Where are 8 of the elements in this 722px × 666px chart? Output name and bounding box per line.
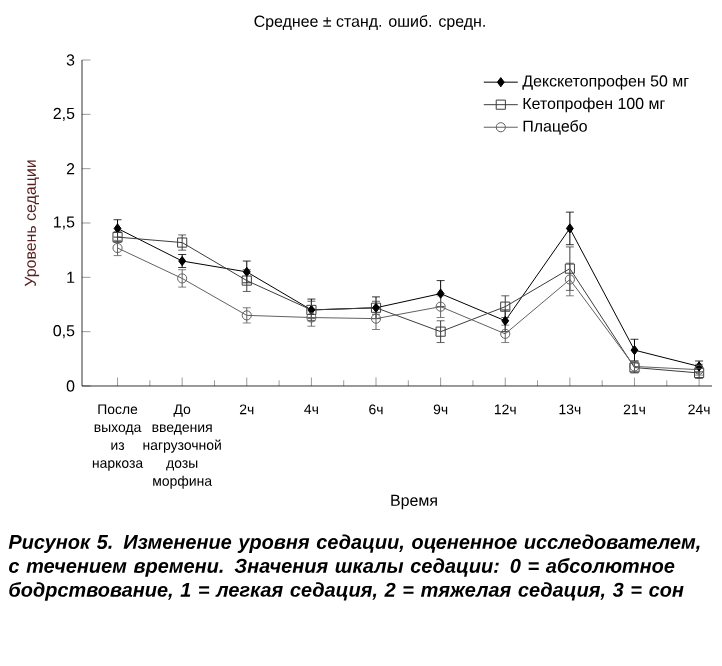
point [500,328,511,339]
point [435,326,446,337]
point [565,223,574,234]
point [177,273,188,284]
point [435,301,446,312]
point [630,345,639,356]
text: Рисунок 5. Изменение уровня седации, оцененное исследователем, с течением времени. Значения шкалы седации: 0 = абсолютное бодрствование, 1 = легкая седация, 2 = тяжелая седация, 3 = сон [8,534,700,601]
point [564,263,575,274]
